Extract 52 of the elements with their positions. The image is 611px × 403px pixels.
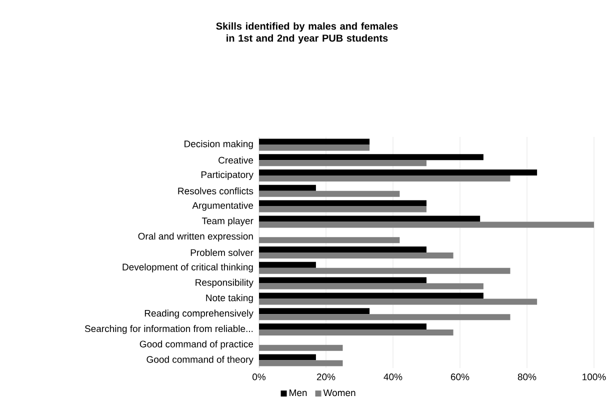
- bar: [259, 190, 400, 197]
- bar: [259, 160, 426, 166]
- bar: [259, 200, 426, 206]
- y-tick-label: Development of critical thinking: [122, 263, 253, 272]
- x-tick-label: 0%: [252, 374, 266, 380]
- bar: [259, 292, 484, 299]
- bar: [259, 206, 426, 212]
- bar: [259, 323, 426, 330]
- x-tick-label: 80%: [518, 374, 536, 380]
- bar: [259, 237, 400, 244]
- x-tick-label: 20%: [316, 374, 336, 380]
- bar: [259, 344, 343, 351]
- y-tick-label: Good command of theory: [146, 356, 254, 365]
- y-tick-label: Good command of practice: [140, 340, 254, 350]
- bar: [259, 329, 454, 336]
- y-tick-label: Oral and written expression: [138, 232, 253, 242]
- y-tick-label: Decision making: [184, 140, 253, 150]
- bar: [259, 184, 316, 191]
- y-tick-label: Participatory: [201, 171, 254, 180]
- y-tick-label: Problem solver: [190, 249, 254, 256]
- bar: [259, 268, 510, 274]
- bar: [259, 283, 484, 290]
- bar: [259, 175, 510, 182]
- bar: [259, 277, 426, 284]
- x-tick-label: 60%: [450, 374, 470, 380]
- bar: [259, 144, 370, 151]
- y-tick-label: Searching for information from reliable...: [84, 325, 253, 334]
- bar: [259, 308, 370, 314]
- x-tick-label: 100%: [582, 374, 606, 380]
- bar: [259, 314, 510, 320]
- bar: [259, 246, 426, 252]
- y-tick-label: Argumentative: [192, 202, 254, 211]
- bar: [259, 138, 370, 145]
- bar: [259, 154, 484, 160]
- legend-label: Women: [323, 390, 356, 396]
- y-tick-label: Responsibility: [196, 278, 254, 288]
- y-tick-label: Note taking: [206, 294, 253, 304]
- bar: [259, 360, 343, 366]
- legend-label: Men: [290, 390, 307, 396]
- bar: [259, 216, 480, 222]
- bar: [259, 222, 594, 228]
- chart-title: Skills identified by males and females in 1st and 2nd year PUB students: [216, 22, 398, 44]
- y-tick-label: Resolves conflicts: [178, 187, 254, 194]
- y-tick-label: Team player: [202, 217, 254, 226]
- y-tick-label: Reading comprehensively: [144, 310, 254, 319]
- bar: [259, 262, 316, 268]
- y-tick-label: Creative: [218, 156, 254, 164]
- bar: [259, 298, 538, 305]
- bar: [259, 354, 316, 360]
- bar: [259, 169, 538, 176]
- x-tick-label: 40%: [384, 374, 402, 380]
- bar: [259, 252, 454, 258]
